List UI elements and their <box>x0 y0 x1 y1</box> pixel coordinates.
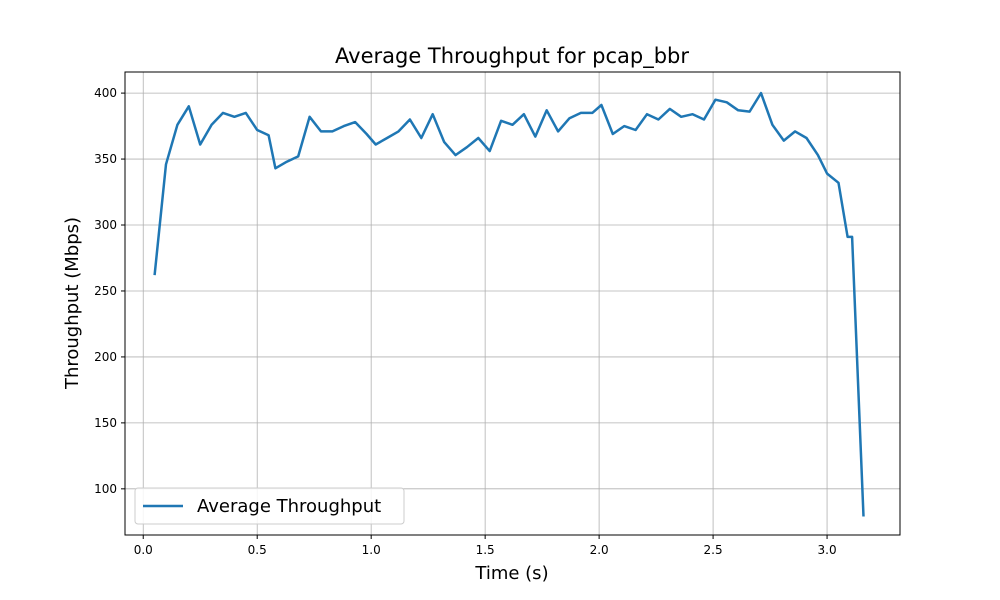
x-tick-label: 1.0 <box>362 543 381 557</box>
legend-box <box>134 487 405 525</box>
x-tick-label: 2.5 <box>704 543 723 557</box>
y-tick-label: 300 <box>94 218 117 232</box>
y-tick-label: 250 <box>94 284 117 298</box>
y-tick-label: 350 <box>94 152 117 166</box>
legend: Average Throughput <box>134 487 405 525</box>
y-tick-label: 100 <box>94 482 117 496</box>
y-tick-label: 200 <box>94 350 117 364</box>
plot-area-frame <box>124 71 901 536</box>
legend-label: Average Throughput <box>197 496 381 517</box>
y-tick-label: 150 <box>94 416 117 430</box>
y-axis-title: Throughput (Mbps) <box>62 217 83 390</box>
y-tick-label: 400 <box>94 86 117 100</box>
x-tick-label: 0.0 <box>134 543 153 557</box>
series-layer <box>153 91 865 517</box>
y-axis-ticks: 100 150 200 250 300 350 400 <box>94 86 125 496</box>
chart-title: Average Throughput for pcap_bbr <box>335 44 689 69</box>
x-axis-ticks: 0.0 0.5 1.0 1.5 2.0 2.5 3.0 <box>134 535 837 557</box>
x-axis-title: Time (s) <box>474 563 548 584</box>
x-tick-label: 2.0 <box>590 543 609 557</box>
x-tick-label: 1.5 <box>476 543 495 557</box>
x-tick-label: 3.0 <box>818 543 837 557</box>
x-tick-label: 0.5 <box>248 543 267 557</box>
